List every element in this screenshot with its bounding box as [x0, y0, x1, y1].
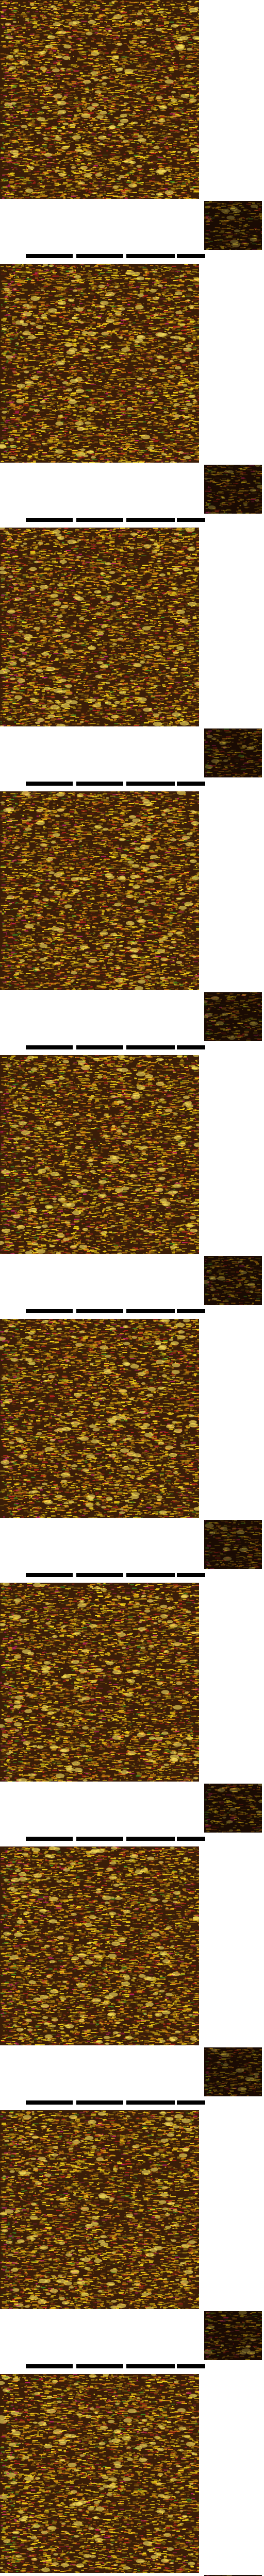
inset-image: [204, 2047, 262, 2096]
scale-bar: [76, 1573, 123, 1577]
scale-bar: [126, 1309, 175, 1313]
fluorescence-image: [0, 528, 199, 726]
fluorescence-image: [0, 1319, 199, 1518]
scale-bar: [177, 518, 205, 522]
scale-bar: [126, 2364, 175, 2368]
scale-bar: [177, 2100, 205, 2105]
scale-bar: [26, 1573, 73, 1577]
scale-bar: [177, 1837, 205, 1841]
micrograph-panel: [0, 791, 264, 1055]
inset-image: [204, 1256, 262, 1305]
scale-bar: [26, 254, 73, 258]
fluorescence-image: [0, 0, 199, 199]
micrograph-panel: [0, 1846, 264, 2110]
scale-bar: [76, 1309, 123, 1313]
scale-bar: [177, 1573, 205, 1577]
scale-bar: [26, 2364, 73, 2368]
scale-bar: [76, 254, 123, 258]
scale-bar: [76, 1045, 123, 1049]
scale-bar: [26, 1837, 73, 1841]
scale-bar: [177, 254, 205, 258]
inset-image: [204, 2311, 262, 2360]
fluorescence-image: [0, 264, 199, 463]
scale-bar: [26, 2100, 73, 2105]
scale-bar: [177, 782, 205, 786]
scale-bar: [177, 1045, 205, 1049]
fluorescence-image: [0, 1846, 199, 2045]
scale-bar: [76, 518, 123, 522]
fluorescence-image: [0, 791, 199, 990]
scale-bar: [126, 1573, 175, 1577]
scale-bar: [76, 782, 123, 786]
scale-bar: [177, 2364, 205, 2368]
micrograph-panel: [0, 1055, 264, 1319]
micrograph-panel: [0, 264, 264, 528]
micrograph-panel: [0, 1583, 264, 1846]
scale-bar: [126, 518, 175, 522]
micrograph-panel: [0, 2110, 264, 2374]
scale-bar: [126, 254, 175, 258]
inset-image: [204, 1520, 262, 1569]
inset-image: [204, 992, 262, 1041]
inset-image: [204, 1784, 262, 1833]
inset-image: [204, 728, 262, 777]
scale-bar: [26, 782, 73, 786]
scale-bar: [126, 782, 175, 786]
scale-bar: [76, 2100, 123, 2105]
scale-bar: [26, 518, 73, 522]
micrograph-panel: [0, 1319, 264, 1583]
scale-bar: [26, 1045, 73, 1049]
scale-bar: [76, 1837, 123, 1841]
scale-bar: [126, 2100, 175, 2105]
inset-image: [204, 201, 262, 250]
scale-bar: [26, 1309, 73, 1313]
micrograph-panel: [0, 0, 264, 264]
micrograph-panel: [0, 528, 264, 791]
fluorescence-image: [0, 2374, 199, 2573]
inset-image: [204, 465, 262, 514]
scale-bar: [76, 2364, 123, 2368]
scale-bar: [177, 1309, 205, 1313]
fluorescence-image: [0, 2110, 199, 2309]
fluorescence-image: [0, 1055, 199, 1254]
fluorescence-image: [0, 1583, 199, 1782]
micrograph-panel: [0, 2374, 264, 2576]
scale-bar: [126, 1045, 175, 1049]
scale-bar: [126, 1837, 175, 1841]
